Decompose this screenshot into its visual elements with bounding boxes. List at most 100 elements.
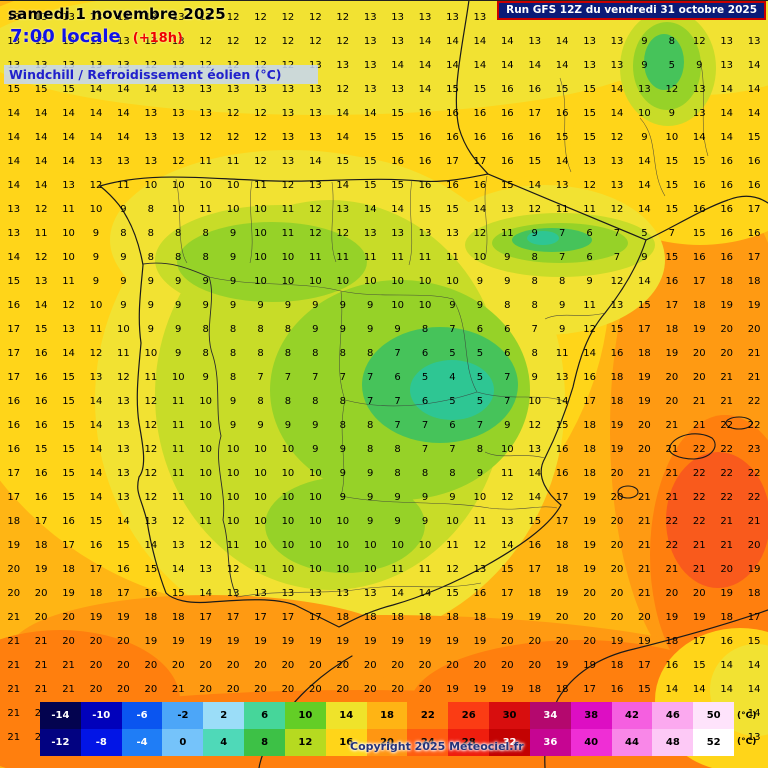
unit-label-bottom: (°C) [737, 737, 757, 747]
windchill-value: 11 [34, 228, 48, 239]
windchill-value: 13 [62, 36, 75, 47]
windchill-value: 12 [144, 420, 158, 431]
windchill-value: 12 [610, 276, 624, 287]
windchill-value: 14 [336, 180, 350, 191]
windchill-value: 17 [583, 684, 596, 695]
windchill-value: 7 [476, 420, 484, 431]
windchill-value: 9 [147, 300, 154, 311]
windchill-value: 10 [308, 516, 322, 527]
windchill-value: 14 [336, 132, 350, 143]
windchill-value: 9 [504, 276, 511, 287]
windchill-value: 15 [665, 156, 679, 167]
windchill-value: 13 [62, 12, 75, 23]
windchill-value: 9 [257, 420, 264, 431]
windchill-value: 19 [144, 636, 158, 647]
windchill-value: 7 [504, 396, 511, 407]
windchill-value: 8 [229, 324, 237, 335]
windchill-value: 13 [34, 12, 48, 23]
windchill-value: 13 [34, 276, 48, 287]
windchill-value: 10 [638, 108, 651, 119]
windchill-value: 8 [257, 324, 264, 335]
windchill-value: 16 [144, 588, 158, 599]
windchill-value: 19 [583, 540, 596, 551]
windchill-value: 12 [254, 132, 267, 143]
windchill-value: 9 [92, 228, 100, 239]
grid-row: 17 16 15 14 13 12 11 10 10 10 10 10 9 9 8 8 8 9 11 14 16 18 20… [0, 468, 768, 480]
windchill-value: 21 [7, 612, 21, 623]
windchill-value: 13 [117, 468, 130, 479]
windchill-value: 13 [171, 84, 185, 95]
windchill-value: 15 [500, 564, 514, 575]
scale-cell-52: 52 [693, 729, 735, 756]
windchill-value: 16 [7, 396, 21, 407]
windchill-value: 19 [528, 612, 542, 623]
windchill-value: 13 [308, 108, 322, 119]
windchill-value: 16 [473, 588, 487, 599]
windchill-value: 22 [665, 540, 679, 551]
windchill-value: 20 [34, 612, 48, 623]
windchill-value: 14 [638, 180, 651, 191]
windchill-value: 15 [446, 84, 459, 95]
windchill-value: 10 [199, 180, 213, 191]
windchill-value: 18 [528, 684, 542, 695]
windchill-value: 11 [226, 156, 240, 167]
windchill-value: 8 [175, 252, 182, 263]
windchill-value: 5 [449, 396, 456, 407]
windchill-value: 10 [281, 492, 295, 503]
windchill-value: 14 [720, 684, 734, 695]
windchill-value: 22 [692, 468, 706, 479]
windchill-value: 14 [720, 84, 734, 95]
forecast-offset-label: (+18h) [132, 31, 183, 46]
scale-cell-38: 38 [570, 702, 612, 729]
grid-row: 14 14 14 13 13 13 12 11 11 12 13 14 15 15 16 16 17 17 16 15… [0, 156, 768, 168]
windchill-value: 12 [308, 36, 322, 47]
windchill-value: 20 [391, 660, 404, 671]
windchill-value: 10 [281, 468, 295, 479]
windchill-value: 7 [421, 420, 429, 431]
windchill-value: 13 [199, 564, 213, 575]
windchill-value: 15 [747, 132, 761, 143]
date-label: samedi 1 novembre 2025 [8, 5, 226, 23]
windchill-value: 9 [367, 516, 374, 527]
windchill-value: 9 [229, 228, 237, 239]
windchill-value: 9 [312, 444, 319, 455]
windchill-value: 13 [363, 60, 377, 71]
windchill-value: 6 [421, 396, 429, 407]
windchill-value: 16 [747, 156, 761, 167]
windchill-value: 13 [528, 36, 542, 47]
windchill-value: 16 [720, 252, 734, 263]
windchill-value: 13 [254, 588, 267, 599]
windchill-value: 10 [446, 276, 459, 287]
windchill-value: 6 [504, 348, 511, 359]
scale-cell-2: 2 [203, 702, 245, 729]
windchill-value: 16 [446, 108, 459, 119]
windchill-value: 13 [117, 492, 130, 503]
windchill-value: 13 [171, 36, 185, 47]
windchill-value: 18 [62, 564, 75, 575]
windchill-value: 15 [363, 180, 377, 191]
windchill-value: 13 [363, 84, 377, 95]
windchill-value: 13 [638, 84, 651, 95]
windchill-value: 14 [747, 60, 761, 71]
windchill-value: 12 [281, 12, 295, 23]
windchill-value: 12 [199, 540, 213, 551]
windchill-value: 12 [144, 492, 158, 503]
windchill-value: 8 [202, 228, 209, 239]
windchill-value: 13 [363, 588, 377, 599]
windchill-value: 8 [531, 348, 538, 359]
windchill-value: 7 [367, 396, 374, 407]
windchill-value: 11 [199, 516, 213, 527]
windchill-value: 19 [692, 612, 706, 623]
windchill-value: 10 [528, 396, 542, 407]
windchill-value: 9 [284, 300, 292, 311]
windchill-value: 13 [281, 108, 295, 119]
scale-cell--10: -10 [80, 702, 122, 729]
windchill-value: 10 [89, 204, 103, 215]
windchill-value: 9 [641, 252, 648, 263]
windchill-value: 14 [473, 36, 487, 47]
windchill-value: 8 [421, 468, 429, 479]
windchill-value: 10 [144, 348, 158, 359]
windchill-value: 13 [555, 180, 569, 191]
windchill-value: 20 [665, 372, 679, 383]
windchill-value: 19 [720, 300, 734, 311]
